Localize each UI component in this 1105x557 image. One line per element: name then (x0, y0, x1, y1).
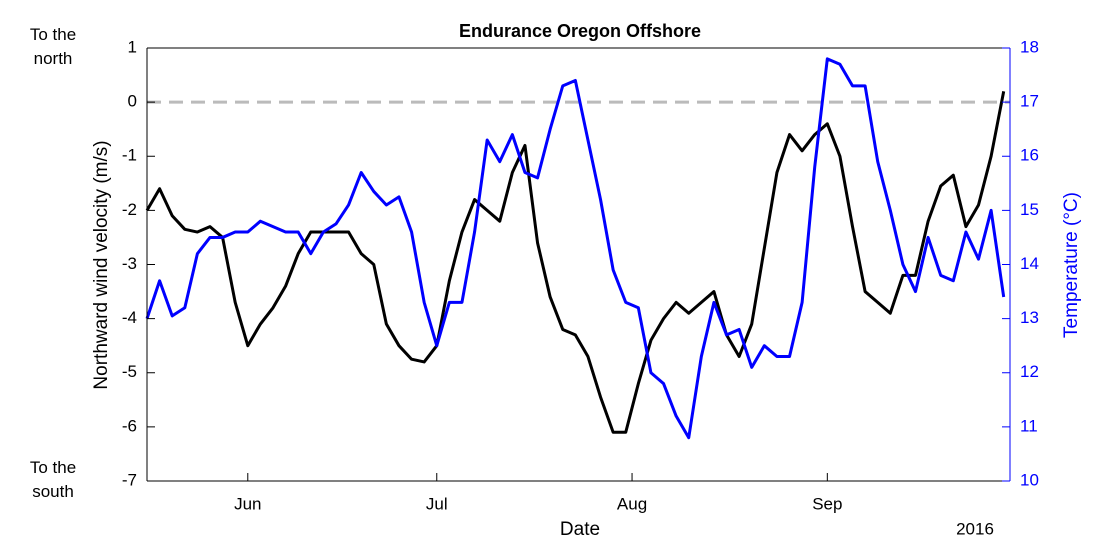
y-axis-label: Northward wind velocity (m/s) (91, 140, 112, 389)
y-tick-label: -7 (122, 470, 137, 489)
y-tick-label: -6 (122, 416, 137, 435)
y-tick-label: -4 (122, 308, 137, 327)
y-tick-label: 0 (128, 92, 137, 111)
x-axis-label: Date (560, 519, 600, 540)
x-tick-label: Jun (234, 494, 261, 513)
y-tick-label: -1 (122, 146, 137, 165)
y2-tick-label: 15 (1020, 200, 1039, 219)
x-secondary-label: 2016 (956, 519, 994, 538)
y2-tick-label: 12 (1020, 362, 1039, 381)
y2-tick-label: 13 (1020, 308, 1039, 327)
data-line (145, 91, 1006, 434)
x-tick-label: Sep (812, 494, 842, 513)
y-tick-label: -2 (122, 200, 137, 219)
y-tick-label: -5 (122, 362, 137, 381)
y2-tick-label: 16 (1020, 146, 1039, 165)
y-tick-label: 1 (128, 37, 137, 56)
annotation: To the south (29, 458, 77, 501)
x-tick-label: Aug (617, 494, 647, 513)
y2-tick-label: 17 (1020, 92, 1039, 111)
y2-tick-label: 14 (1020, 254, 1039, 273)
y2-tick-label: 18 (1020, 37, 1039, 56)
data-line (145, 57, 1006, 440)
y2-tick-label: 11 (1020, 416, 1038, 435)
y2-tick-label: 10 (1020, 470, 1039, 489)
y2-axis-label: Temperature (°C) (1061, 192, 1082, 338)
x-tick-label: Jul (426, 494, 448, 513)
chart-title: Endurance Oregon Offshore (459, 21, 701, 41)
annotation: To the north (29, 25, 77, 68)
y-tick-label: -3 (122, 254, 137, 273)
